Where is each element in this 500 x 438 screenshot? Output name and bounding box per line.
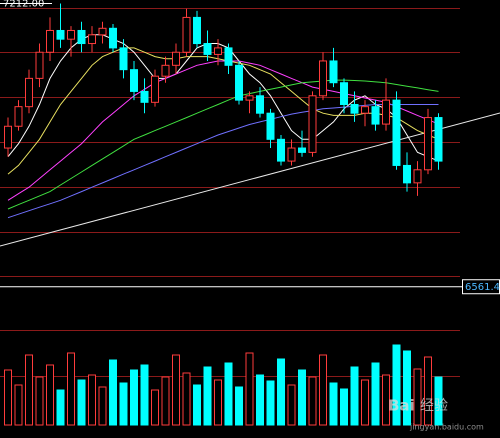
volume-bar xyxy=(35,376,44,426)
candle-body xyxy=(214,47,222,55)
candle-body xyxy=(382,99,390,125)
volume-bar xyxy=(434,376,443,426)
volume-bar xyxy=(413,368,422,426)
candle-body xyxy=(14,106,23,127)
candle-body xyxy=(392,99,401,166)
plot: 7212.00 6561.4 xyxy=(0,0,500,426)
watermark-url: jingyan.baidu.com xyxy=(409,423,484,432)
volume-bar xyxy=(256,374,264,426)
trend-line xyxy=(0,112,500,247)
candle-body xyxy=(235,64,243,101)
volume-bar xyxy=(77,379,86,426)
ma-line xyxy=(7,104,439,219)
volume-bar xyxy=(361,379,369,426)
candle-body xyxy=(340,82,348,105)
volume-bar xyxy=(424,356,432,426)
candle-body xyxy=(151,75,159,103)
volume-bar xyxy=(224,362,233,426)
volume-bar xyxy=(151,389,159,426)
volume-bar xyxy=(109,359,117,426)
volume-bar xyxy=(245,352,254,426)
candle-body xyxy=(256,95,264,114)
volume-bar xyxy=(98,386,107,426)
volume-bar xyxy=(287,384,296,426)
candle-body xyxy=(350,103,359,114)
candle-body xyxy=(119,47,128,71)
volume-bar xyxy=(298,369,306,426)
candle-body xyxy=(140,90,149,103)
candle-body xyxy=(161,64,170,77)
candle-body xyxy=(298,147,306,153)
volume-bar xyxy=(382,374,390,426)
volume-bar xyxy=(14,384,23,426)
volume-bar xyxy=(56,389,65,426)
volume-bar xyxy=(67,352,75,426)
candle-body xyxy=(361,106,369,114)
volume-bar xyxy=(266,380,275,426)
candle-body xyxy=(130,69,138,92)
volume-bar xyxy=(392,344,401,426)
candle-body xyxy=(424,117,432,171)
candle-body xyxy=(277,138,285,162)
volume-bar xyxy=(371,362,380,426)
candle-body xyxy=(98,27,107,36)
volume-bar xyxy=(46,364,54,426)
candle-body xyxy=(308,95,317,153)
volume-bar xyxy=(130,369,138,426)
candle-body xyxy=(56,29,65,40)
watermark-brand: Bai xyxy=(388,397,415,415)
price-label: 7212.00 xyxy=(3,0,44,9)
candle-body xyxy=(224,47,233,66)
volume-bar xyxy=(4,369,12,426)
volume-bar xyxy=(140,364,149,426)
candle-body xyxy=(77,29,86,45)
candle-body xyxy=(245,95,254,101)
volume-bar xyxy=(403,350,411,426)
candle-body xyxy=(172,51,180,66)
candle-body xyxy=(434,117,443,162)
candle-body xyxy=(319,60,327,97)
volume-bar xyxy=(203,366,212,426)
candle-body xyxy=(25,77,33,108)
candle-body xyxy=(35,51,44,79)
candle-body xyxy=(67,29,75,40)
candle-body xyxy=(193,16,201,45)
volume-bar xyxy=(161,376,170,426)
volume-bar xyxy=(319,354,327,426)
candle-body xyxy=(371,106,380,125)
candle-body xyxy=(46,29,54,53)
candle-body xyxy=(4,125,12,149)
candle-body xyxy=(88,34,96,45)
volume-bar xyxy=(329,382,338,426)
candle-body xyxy=(266,112,275,140)
candle-body xyxy=(109,27,117,49)
watermark-text: 经验 xyxy=(420,398,448,414)
volume-bar xyxy=(308,376,317,426)
volume-bar xyxy=(235,386,243,426)
candle-body xyxy=(329,60,338,84)
volume-bar xyxy=(172,354,180,426)
volume-bar xyxy=(88,374,96,426)
ma-line xyxy=(7,79,439,210)
candle-body xyxy=(203,43,212,55)
volume-bar xyxy=(214,379,222,426)
volume-bar xyxy=(277,358,285,426)
volume-bar xyxy=(25,354,33,426)
volume-bar xyxy=(340,388,348,426)
volume-bar xyxy=(119,382,128,426)
watermark: Bai 经验 jingyan.baidu.com xyxy=(388,397,484,432)
candle-body xyxy=(287,147,296,162)
candle-body xyxy=(182,16,191,53)
volume-bar xyxy=(182,372,191,426)
candle-body xyxy=(403,164,411,184)
ma-line xyxy=(7,60,439,201)
price-label: 6561.4 xyxy=(465,282,500,293)
volume-bar xyxy=(193,384,201,426)
candle-body xyxy=(413,169,422,184)
volume-bar xyxy=(350,366,359,426)
